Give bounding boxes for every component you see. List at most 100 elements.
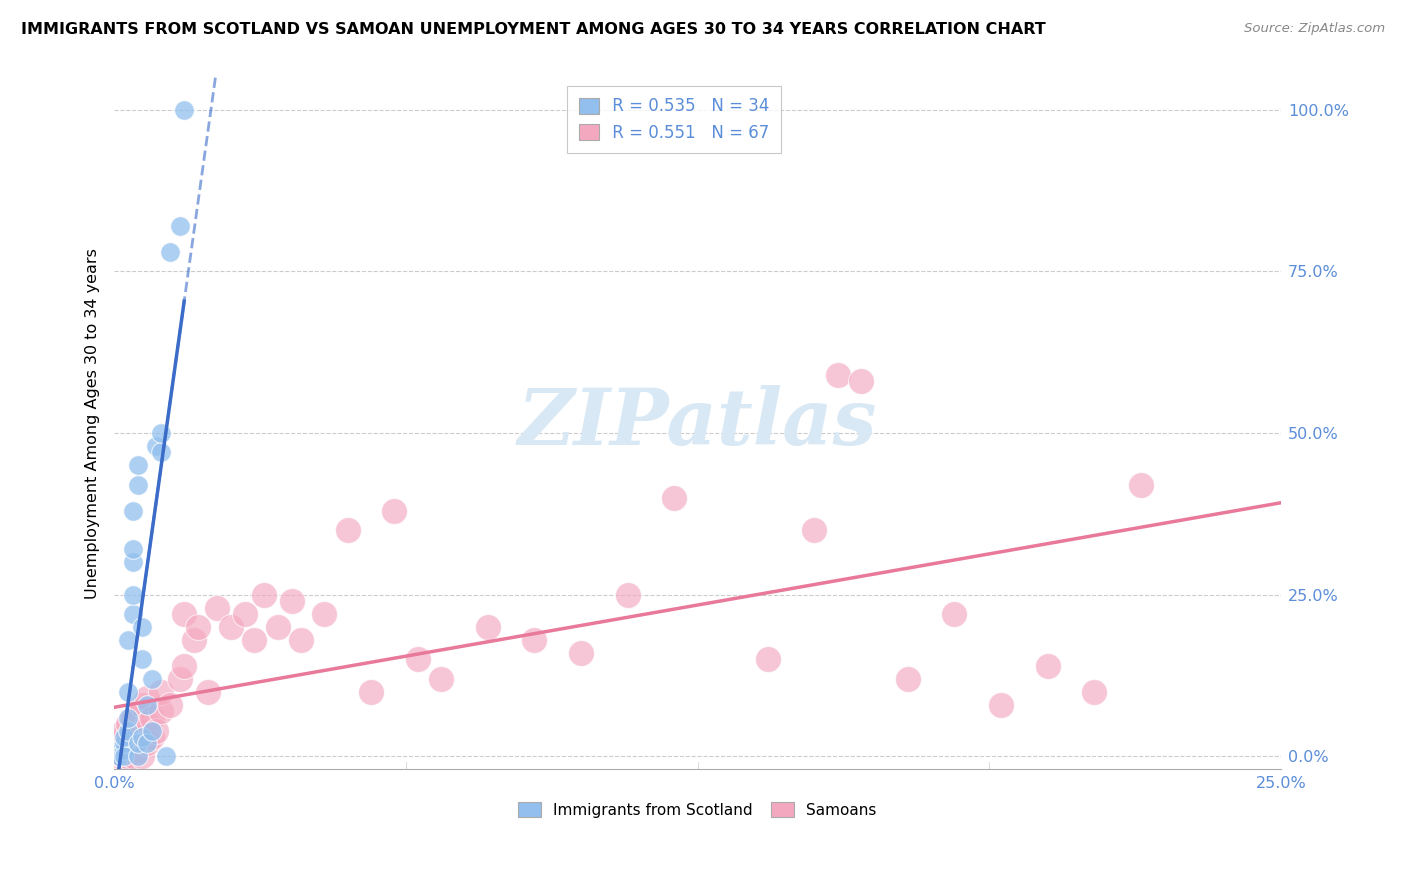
Point bbox=[990, 698, 1012, 712]
Point bbox=[183, 632, 205, 647]
Point bbox=[252, 588, 274, 602]
Point bbox=[112, 723, 135, 738]
Point bbox=[756, 652, 779, 666]
Point bbox=[108, 746, 131, 760]
Point bbox=[173, 103, 195, 117]
Point bbox=[121, 736, 143, 750]
Point bbox=[108, 743, 131, 757]
Point bbox=[141, 710, 163, 724]
Point bbox=[616, 588, 638, 602]
Point bbox=[135, 691, 157, 706]
Point bbox=[108, 749, 131, 764]
Point bbox=[117, 632, 139, 647]
Point bbox=[117, 710, 139, 724]
Point bbox=[112, 730, 135, 744]
Point bbox=[219, 620, 242, 634]
Point bbox=[406, 652, 429, 666]
Y-axis label: Unemployment Among Ages 30 to 34 years: Unemployment Among Ages 30 to 34 years bbox=[86, 248, 100, 599]
Point bbox=[149, 704, 172, 718]
Point bbox=[121, 723, 143, 738]
Point bbox=[108, 736, 131, 750]
Point bbox=[117, 717, 139, 731]
Point bbox=[121, 503, 143, 517]
Point bbox=[121, 749, 143, 764]
Point bbox=[243, 632, 266, 647]
Point bbox=[1083, 684, 1105, 698]
Point bbox=[664, 491, 686, 505]
Point bbox=[121, 555, 143, 569]
Point bbox=[117, 749, 139, 764]
Point bbox=[849, 375, 872, 389]
Point bbox=[127, 458, 149, 473]
Point bbox=[135, 736, 157, 750]
Point bbox=[314, 607, 336, 621]
Text: ZIPatlas: ZIPatlas bbox=[517, 385, 877, 462]
Point bbox=[1036, 658, 1059, 673]
Text: Source: ZipAtlas.com: Source: ZipAtlas.com bbox=[1244, 22, 1385, 36]
Point bbox=[173, 658, 195, 673]
Point bbox=[159, 245, 181, 260]
Point bbox=[121, 607, 143, 621]
Point bbox=[149, 426, 172, 441]
Point bbox=[131, 698, 153, 712]
Point bbox=[131, 730, 153, 744]
Point bbox=[112, 736, 135, 750]
Point bbox=[112, 743, 135, 757]
Point bbox=[197, 684, 219, 698]
Point bbox=[159, 698, 181, 712]
Text: IMMIGRANTS FROM SCOTLAND VS SAMOAN UNEMPLOYMENT AMONG AGES 30 TO 34 YEARS CORREL: IMMIGRANTS FROM SCOTLAND VS SAMOAN UNEMP… bbox=[21, 22, 1046, 37]
Point bbox=[141, 672, 163, 686]
Point bbox=[127, 749, 149, 764]
Point bbox=[108, 743, 131, 757]
Point bbox=[112, 749, 135, 764]
Point bbox=[360, 684, 382, 698]
Point bbox=[155, 749, 177, 764]
Point bbox=[135, 717, 157, 731]
Point bbox=[266, 620, 288, 634]
Point bbox=[117, 743, 139, 757]
Point bbox=[117, 684, 139, 698]
Point bbox=[336, 523, 359, 537]
Point bbox=[141, 730, 163, 744]
Legend: Immigrants from Scotland, Samoans: Immigrants from Scotland, Samoans bbox=[512, 797, 883, 824]
Point bbox=[290, 632, 312, 647]
Point bbox=[108, 746, 131, 760]
Point bbox=[131, 749, 153, 764]
Point bbox=[233, 607, 256, 621]
Point bbox=[127, 477, 149, 491]
Point bbox=[280, 594, 302, 608]
Point bbox=[1129, 477, 1152, 491]
Point bbox=[131, 652, 153, 666]
Point bbox=[827, 368, 849, 382]
Point bbox=[149, 684, 172, 698]
Point bbox=[112, 749, 135, 764]
Point bbox=[121, 710, 143, 724]
Point bbox=[169, 672, 191, 686]
Point bbox=[205, 600, 228, 615]
Point bbox=[127, 743, 149, 757]
Point bbox=[145, 723, 167, 738]
Point bbox=[112, 730, 135, 744]
Point bbox=[131, 723, 153, 738]
Point bbox=[127, 736, 149, 750]
Point bbox=[169, 219, 191, 234]
Point bbox=[112, 743, 135, 757]
Point bbox=[569, 646, 592, 660]
Point bbox=[141, 723, 163, 738]
Point bbox=[121, 542, 143, 557]
Point bbox=[127, 730, 149, 744]
Point bbox=[382, 503, 405, 517]
Point bbox=[121, 588, 143, 602]
Point bbox=[187, 620, 209, 634]
Point bbox=[145, 439, 167, 453]
Point bbox=[135, 698, 157, 712]
Point bbox=[803, 523, 825, 537]
Point bbox=[173, 607, 195, 621]
Point bbox=[477, 620, 499, 634]
Point bbox=[896, 672, 918, 686]
Point bbox=[131, 620, 153, 634]
Point bbox=[117, 723, 139, 738]
Point bbox=[430, 672, 453, 686]
Point bbox=[523, 632, 546, 647]
Point bbox=[135, 736, 157, 750]
